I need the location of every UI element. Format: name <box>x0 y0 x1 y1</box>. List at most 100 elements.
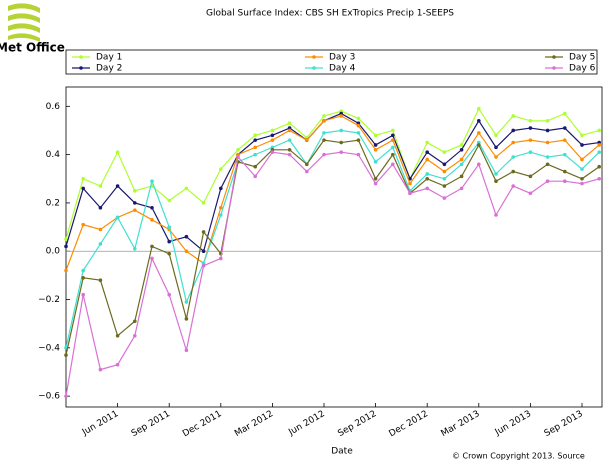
data-point <box>219 256 223 261</box>
data-point <box>528 126 533 130</box>
data-point <box>305 169 309 174</box>
x-tick-label: Sep 2012 <box>336 409 378 439</box>
data-point <box>477 106 481 111</box>
data-point <box>391 145 395 150</box>
legend-marker <box>552 55 556 59</box>
data-point <box>425 186 430 191</box>
data-point <box>597 150 601 155</box>
legend-marker <box>552 66 556 70</box>
data-point <box>408 191 412 196</box>
x-tick-label: Mar 2013 <box>440 409 482 439</box>
data-point <box>270 150 275 155</box>
data-point <box>64 268 68 273</box>
data-point <box>391 138 395 142</box>
data-point <box>133 319 137 324</box>
data-point <box>184 186 189 191</box>
y-tick-label: −0.6 <box>38 392 60 402</box>
data-point <box>563 179 567 183</box>
data-point <box>81 275 85 280</box>
legend-marker <box>79 55 83 59</box>
data-point <box>494 179 498 183</box>
data-point <box>133 201 137 205</box>
data-point <box>580 167 584 171</box>
data-point <box>184 348 189 353</box>
x-tick-label: Jun 2011 <box>80 409 120 438</box>
data-point <box>115 184 120 188</box>
data-point <box>494 172 498 176</box>
data-point <box>580 143 584 147</box>
legend-box <box>65 49 598 75</box>
data-point <box>425 157 430 162</box>
y-tick-label: 0.2 <box>46 198 60 208</box>
data-point <box>597 128 601 133</box>
data-point <box>597 176 601 181</box>
data-point <box>253 174 257 179</box>
data-point <box>167 225 171 229</box>
data-point <box>133 189 137 193</box>
data-point <box>356 152 361 157</box>
data-point <box>184 300 189 304</box>
data-point <box>477 119 481 123</box>
data-point <box>305 138 309 142</box>
data-point <box>64 237 68 241</box>
data-point <box>477 162 481 167</box>
logo-waves <box>8 3 40 42</box>
data-point <box>150 205 154 210</box>
data-point <box>494 145 498 150</box>
data-point <box>81 186 85 191</box>
data-point <box>236 155 240 159</box>
data-point <box>270 128 275 133</box>
data-point <box>322 119 326 123</box>
data-point <box>115 150 120 155</box>
data-point <box>167 198 171 203</box>
data-point <box>511 128 515 133</box>
legend-label: Day 1 <box>96 53 122 63</box>
data-point <box>511 140 515 145</box>
data-point <box>253 138 257 142</box>
x-tick-label: Dec 2011 <box>181 409 223 439</box>
data-point <box>98 205 103 210</box>
legend-label: Day 5 <box>569 53 595 63</box>
y-tick-label: −0.4 <box>38 343 60 353</box>
data-point <box>150 179 154 183</box>
data-point <box>459 174 464 179</box>
data-point <box>494 213 498 217</box>
data-point <box>253 145 257 150</box>
data-point <box>563 138 567 142</box>
data-point <box>545 179 550 183</box>
data-point <box>339 140 344 145</box>
data-point <box>305 162 309 167</box>
x-tick-label: Sep 2011 <box>130 409 172 439</box>
series-line <box>65 112 600 253</box>
data-point <box>477 131 481 135</box>
data-point <box>115 215 120 220</box>
data-point <box>442 176 447 181</box>
data-point <box>391 133 395 138</box>
data-point <box>373 181 378 186</box>
data-point <box>494 155 498 159</box>
legend-marker <box>312 55 316 59</box>
data-point <box>98 367 103 372</box>
data-point <box>98 278 103 283</box>
data-point <box>287 147 292 152</box>
plot-frame <box>65 86 603 408</box>
series-line <box>65 115 600 271</box>
data-point <box>373 133 378 138</box>
data-point <box>287 121 292 126</box>
data-point <box>133 208 137 212</box>
data-point <box>219 186 223 191</box>
data-point <box>373 176 378 181</box>
x-tick-label: Mar 2012 <box>233 409 275 439</box>
data-point <box>339 128 344 133</box>
x-tick-label: Jun 2013 <box>493 409 533 438</box>
data-point <box>528 174 533 179</box>
data-point <box>408 176 412 181</box>
y-tick-label: −0.2 <box>38 295 60 305</box>
data-point <box>322 114 326 118</box>
logo-text: Met Office <box>0 41 65 55</box>
data-point <box>528 138 533 142</box>
series-line <box>65 151 600 397</box>
data-point <box>167 292 171 297</box>
data-point <box>563 126 567 130</box>
